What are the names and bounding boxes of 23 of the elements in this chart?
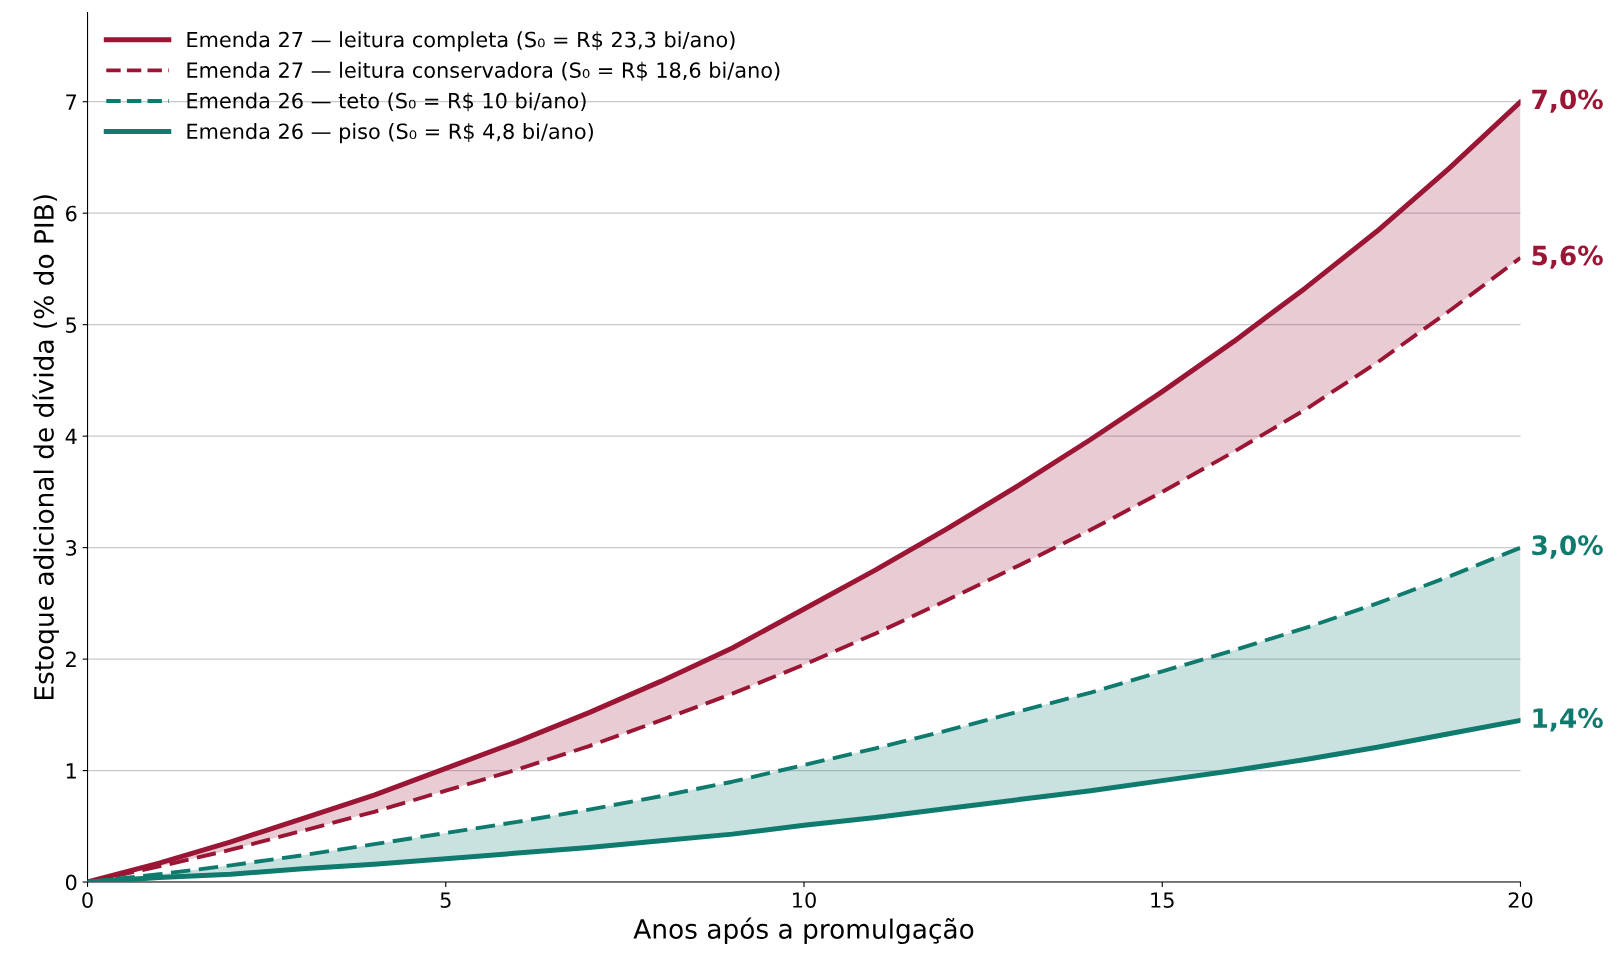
x-tick-label: 5 <box>440 892 451 908</box>
data-label: 5,6% <box>1532 245 1603 269</box>
y-axis-title: Estoque adicional de dívida (% do PIB) <box>32 195 59 700</box>
data-label: 1,4% <box>1533 708 1603 732</box>
x-axis-title: Anos após a promulgação <box>633 917 974 945</box>
x-tick-label: 15 <box>1151 892 1174 908</box>
y-tick-label: 2 <box>66 651 76 668</box>
data-label: 7,0% <box>1532 89 1603 113</box>
y-tick-label: 7 <box>66 94 77 110</box>
x-tick-label: 0 <box>82 892 93 908</box>
x-tick-label: 20 <box>1508 892 1533 908</box>
y-tick-label: 4 <box>65 428 77 445</box>
y-tick-label: 6 <box>66 205 77 222</box>
x-tick-label: 10 <box>793 892 816 908</box>
legend-label: Emenda 26 — piso (S₀ = R$ 4,8 bi/ano) <box>187 123 593 144</box>
data-label: 3,0% <box>1532 535 1603 559</box>
legend-label: Emenda 27 — leitura completa (S₀ = R$ 23,3 bi/ano) <box>187 31 735 52</box>
y-tick-label: 5 <box>66 317 76 333</box>
y-tick-label: 1 <box>66 763 76 779</box>
y-tick-label: 0 <box>65 874 77 891</box>
legend-label: Emenda 27 — leitura conservadora (S₀ = R$ 18,6 bi/ano) <box>187 61 780 81</box>
y-tick-label: 3 <box>66 540 77 556</box>
legend-label: Emenda 26 — teto (S₀ = R$ 10 bi/ano) <box>187 92 586 112</box>
